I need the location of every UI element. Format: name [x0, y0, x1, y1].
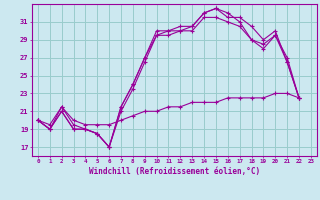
X-axis label: Windchill (Refroidissement éolien,°C): Windchill (Refroidissement éolien,°C)	[89, 167, 260, 176]
